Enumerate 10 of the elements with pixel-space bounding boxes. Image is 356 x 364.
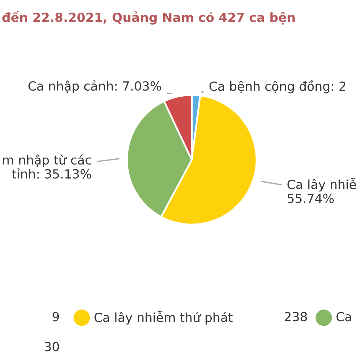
text: 30	[45, 342, 60, 352]
text: Ca	[336, 312, 352, 322]
slice-label: Ca lây nhiễ 55.74%	[288, 178, 356, 204]
chart-title: đến 22.8.2021, Quảng Nam có 427 ca bện	[2, 11, 295, 25]
slice-label: m nhập từ các tỉnh: 35.13%	[3, 154, 92, 179]
text: 9	[52, 312, 60, 322]
text: 238	[285, 312, 308, 322]
slice-label: Ca nhập cảnh: 7.03%	[28, 80, 162, 94]
slice-label: Ca bệnh cộng đồng: 2	[210, 80, 346, 94]
text: Ca lây nhiễm thứ phát	[94, 311, 233, 325]
